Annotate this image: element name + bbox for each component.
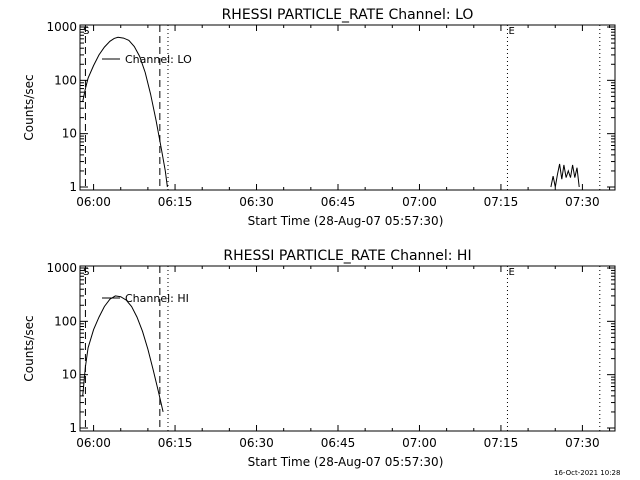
plot-frame bbox=[79, 265, 616, 432]
y-tick-label: 1000 bbox=[46, 261, 77, 275]
x-axis-label: Start Time (28-Aug-07 05:57:30) bbox=[248, 214, 444, 228]
x-tick-label: 06:30 bbox=[239, 436, 274, 450]
x-tick-label: 06:45 bbox=[321, 436, 356, 450]
chart-panel-0: RHESSI PARTICLE_RATE Channel: LO 06:00 06:… bbox=[22, 7, 616, 228]
y-tick-label: 1 bbox=[69, 180, 77, 194]
plot-frame bbox=[79, 24, 616, 191]
x-tick-label: 07:30 bbox=[565, 436, 600, 450]
x-tick-label: 07:00 bbox=[402, 436, 437, 450]
x-tick-label: 06:30 bbox=[239, 195, 274, 209]
legend-label: Channel: HI bbox=[125, 292, 189, 305]
x-tick-label: 07:15 bbox=[484, 195, 519, 209]
chart-title: RHESSI PARTICLE_RATE Channel: HI bbox=[223, 248, 471, 264]
chart-title: RHESSI PARTICLE_RATE Channel: LO bbox=[222, 7, 474, 23]
marker-label-e: E bbox=[508, 267, 514, 278]
y-tick-label: 10 bbox=[62, 127, 77, 141]
x-tick-label: 07:15 bbox=[484, 436, 519, 450]
marker-label-s: S bbox=[83, 26, 89, 37]
series-line bbox=[550, 163, 580, 188]
x-tick-label: 07:30 bbox=[565, 195, 600, 209]
x-tick-label: 06:00 bbox=[76, 195, 111, 209]
y-tick-label: 100 bbox=[54, 73, 77, 87]
y-axis-label: Counts/sec bbox=[22, 315, 36, 381]
render-timestamp: 16-Oct-2021 10:28 bbox=[554, 469, 621, 477]
y-tick-label: 1 bbox=[69, 421, 77, 435]
x-axis-label: Start Time (28-Aug-07 05:57:30) bbox=[248, 455, 444, 469]
x-tick-label: 06:00 bbox=[76, 436, 111, 450]
series-line bbox=[82, 36, 168, 188]
series-line bbox=[82, 295, 164, 413]
marker-label-e: E bbox=[508, 26, 514, 37]
marker-label-s: S bbox=[83, 267, 89, 278]
x-tick-label: 06:45 bbox=[321, 195, 356, 209]
legend-label: Channel: LO bbox=[125, 53, 192, 66]
x-tick-label: 06:15 bbox=[158, 195, 193, 209]
chart-panel-1: RHESSI PARTICLE_RATE Channel: HI 06:00 06:… bbox=[22, 248, 616, 469]
y-axis-label: Counts/sec bbox=[22, 74, 36, 140]
x-tick-label: 06:15 bbox=[158, 436, 193, 450]
y-tick-label: 10 bbox=[62, 368, 77, 382]
y-tick-label: 1000 bbox=[46, 20, 77, 34]
x-tick-label: 07:00 bbox=[402, 195, 437, 209]
y-tick-label: 100 bbox=[54, 314, 77, 328]
